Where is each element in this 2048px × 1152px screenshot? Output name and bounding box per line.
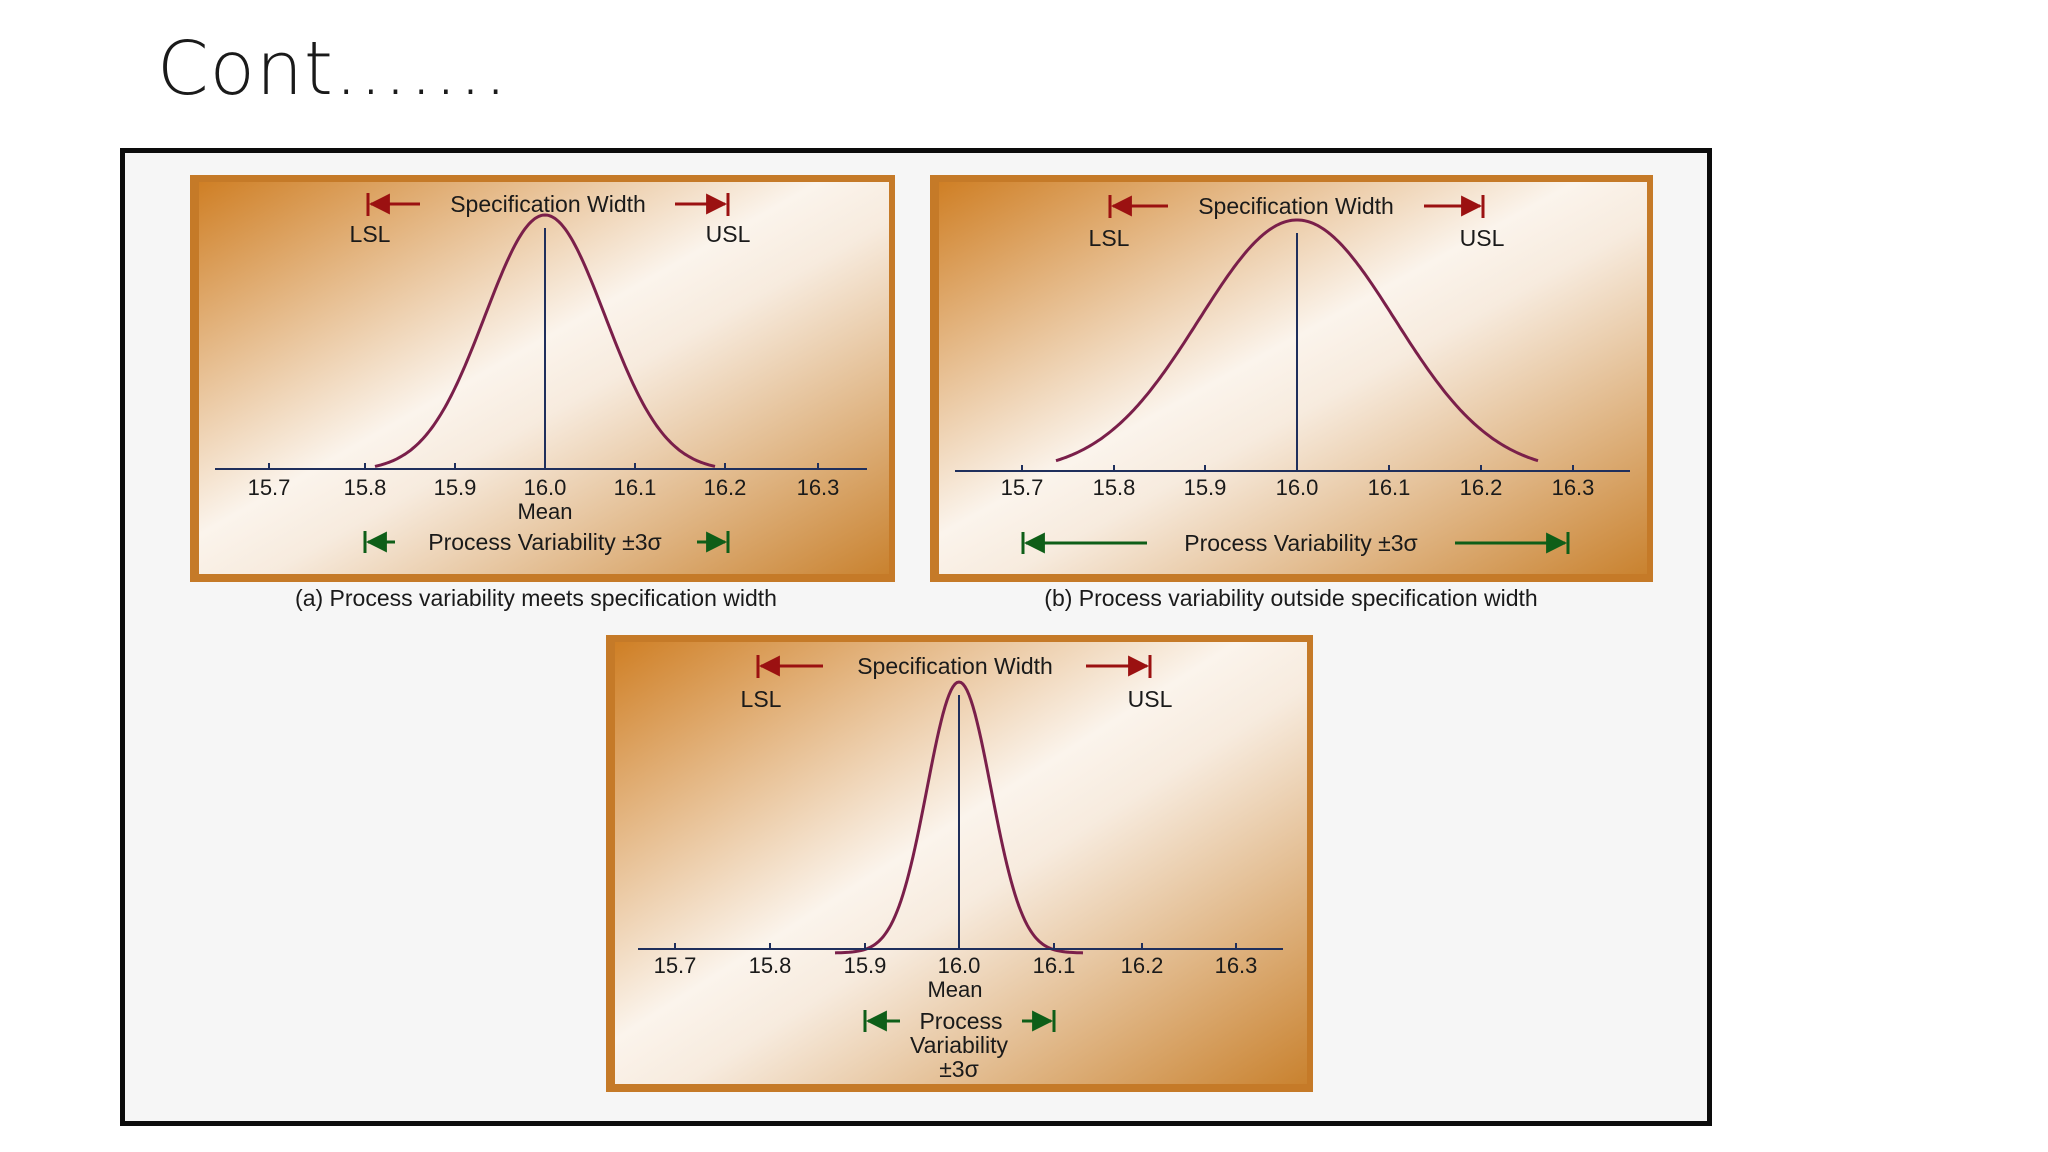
- panel-c-tick-label: 16.3: [1215, 953, 1258, 978]
- panel-c-fill: [615, 642, 1307, 1084]
- panel-b-tick-label: 15.7: [1001, 475, 1044, 500]
- panel-b-tick-label: 15.9: [1184, 475, 1227, 500]
- panel-a-spec-label: Specification Width: [450, 191, 646, 217]
- panel-b-lsl-label: LSL: [1089, 225, 1130, 251]
- panel-c-process-label-line1: Process: [919, 1008, 1002, 1034]
- panel-c-process-label-line3: ±3σ: [939, 1056, 979, 1082]
- panel-c-tick-label: 16.1: [1033, 953, 1076, 978]
- panel-a-tick-label: 16.3: [797, 475, 840, 500]
- panel-b: Specification Width LSL USL 15.7 15.8: [930, 175, 1653, 582]
- panel-c-tick-label: 16.0: [938, 953, 981, 978]
- panel-a: Specification Width LSL USL 15.7: [190, 175, 895, 582]
- panel-c-process-label-line2: Variability: [910, 1032, 1008, 1058]
- panel-b-tick-label: 16.0: [1276, 475, 1319, 500]
- panel-c-tick-label: 15.9: [844, 953, 887, 978]
- panel-a-tick-label: 15.7: [248, 475, 291, 500]
- panel-b-tick-label: 16.1: [1368, 475, 1411, 500]
- slide-title: Cont…….: [157, 26, 509, 112]
- panel-c-tick-label: 16.2: [1121, 953, 1164, 978]
- panel-c-mean-label: Mean: [927, 977, 982, 1002]
- panel-b-process-label: Process Variability ±3σ: [1184, 530, 1417, 556]
- panel-c-spec-label: Specification Width: [857, 653, 1053, 679]
- panel-c-usl-label: USL: [1128, 686, 1173, 712]
- panel-a-usl-label: USL: [706, 221, 751, 247]
- panel-b-fill: [939, 182, 1647, 574]
- panel-b-spec-label: Specification Width: [1198, 193, 1394, 219]
- panel-a-tick-label: 16.2: [704, 475, 747, 500]
- panel-c-distribution-curve: [834, 680, 1084, 955]
- panel-a-process-label: Process Variability ±3σ: [428, 529, 661, 555]
- panel-a-distribution-curve: [374, 213, 716, 468]
- panel-b-usl-label: USL: [1460, 225, 1505, 251]
- panel-a-tick-label: 15.8: [344, 475, 387, 500]
- panel-b-tick-label: 15.8: [1093, 475, 1136, 500]
- panel-a-caption: (a) Process variability meets specificat…: [295, 585, 777, 611]
- panel-c-lsl-label: LSL: [741, 686, 782, 712]
- panel-b-tick-label: 16.3: [1552, 475, 1595, 500]
- figure-svg: Specification Width LSL USL 15.7: [190, 175, 1653, 1092]
- panel-b-tick-label: 16.2: [1460, 475, 1503, 500]
- panel-a-ticks: [268, 463, 819, 469]
- panel-a-tick-label: 16.0: [524, 475, 567, 500]
- panel-b-distribution-curve: [1055, 218, 1539, 463]
- panel-a-mean-label: Mean: [517, 499, 572, 524]
- panel-a-tick-label: 15.9: [434, 475, 477, 500]
- panel-c-ticks: [674, 943, 1237, 949]
- panel-a-lsl-label: LSL: [350, 221, 391, 247]
- panel-c-tick-label: 15.7: [654, 953, 697, 978]
- figure-frame: Specification Width LSL USL 15.7: [120, 148, 1712, 1126]
- panel-c: Specification Width LSL USL 15.7 15.8: [606, 635, 1313, 1092]
- panel-b-ticks: [1021, 465, 1574, 471]
- panel-b-caption: (b) Process variability outside specific…: [1044, 585, 1537, 611]
- panel-a-tick-label: 16.1: [614, 475, 657, 500]
- panel-c-tick-label: 15.8: [749, 953, 792, 978]
